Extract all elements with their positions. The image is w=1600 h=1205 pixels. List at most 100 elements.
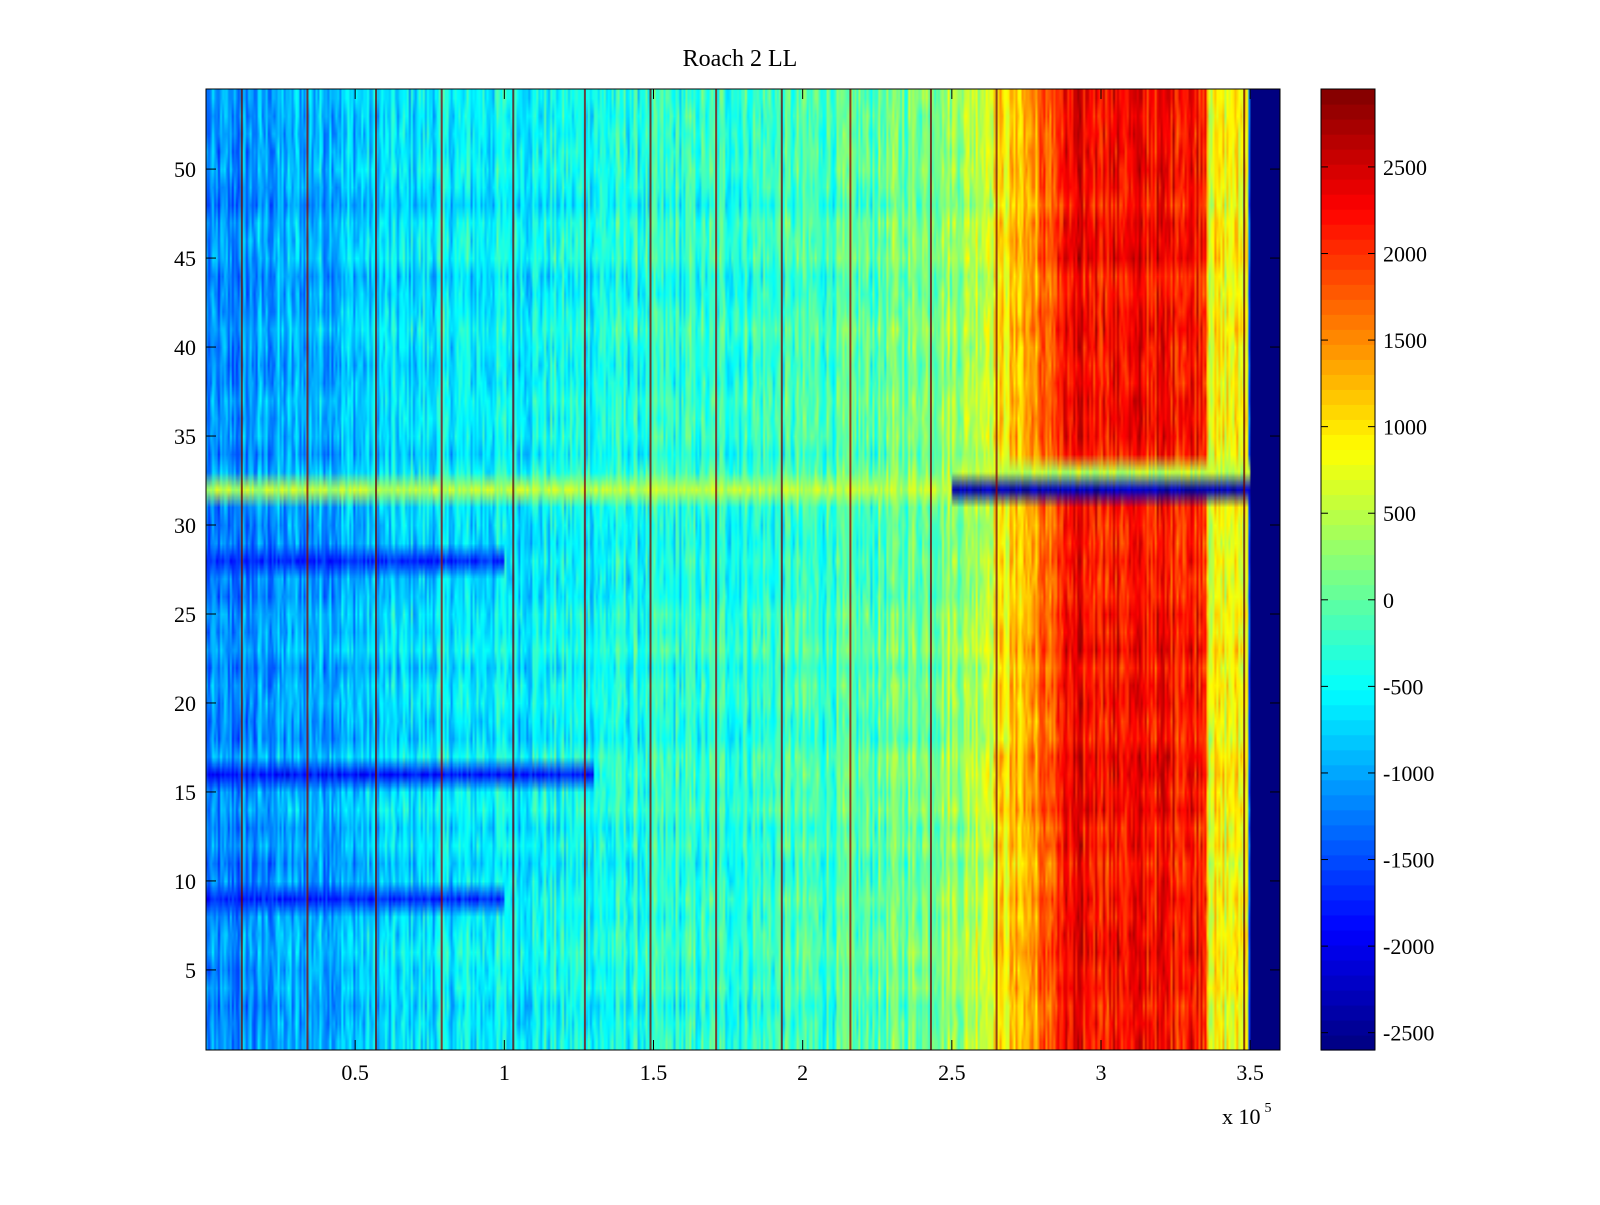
colorbar-segment [1321,734,1375,751]
colorbar-segment [1321,254,1375,270]
colorbar-segment [1321,344,1375,360]
x-tick-label: 2.5 [938,1060,966,1085]
colorbar-segment [1321,689,1375,706]
colorbar-segment [1321,1019,1375,1036]
colorbar-segment [1321,674,1375,691]
y-tick-label: 10 [174,869,196,894]
y-tick-label: 25 [174,602,196,627]
y-tick-label: 50 [174,157,196,182]
colorbar-segment [1321,434,1375,450]
colorbar-segment [1321,479,1375,496]
colorbar-tick-label: 1000 [1383,415,1427,440]
y-tick-label: 40 [174,335,196,360]
colorbar-segment [1321,179,1375,195]
colorbar-segment [1321,569,1375,586]
plot-frame [205,88,1281,1051]
colorbar-segment [1321,794,1375,811]
axes: 0.5 1 1.5 2 2.5 3 3.5 5 10 15 20 25 30 35 40 45 50 [174,89,1280,1085]
colorbar-segment [1321,824,1375,841]
colorbar-segment [1321,524,1375,541]
chart-title: Roach 2 LL [683,46,798,72]
colorbar-tick-label: -1000 [1383,761,1434,786]
x-tick-label: 2 [797,1060,808,1085]
colorbar-segment [1321,209,1375,225]
colorbar-frame [1320,88,1376,1051]
colorbar-tick-label: 0 [1383,588,1394,613]
colorbar-segment [1321,494,1375,511]
colorbar-segment [1321,539,1375,556]
colorbar-segment [1321,314,1375,330]
colorbar-segment [1321,299,1375,315]
colorbar-segment [1321,359,1375,375]
colorbar-tick-label: -1500 [1383,848,1434,873]
colorbar-segment [1321,884,1375,901]
colorbar-segment [1321,284,1375,300]
y-tick-label: 15 [174,780,196,805]
y-tick-label: 35 [174,424,196,449]
colorbar-segment [1321,704,1375,721]
colorbar-tick-label: 500 [1383,501,1416,526]
colorbar-segment [1321,869,1375,886]
colorbar-segment [1321,989,1375,1006]
colorbar-segment [1321,164,1375,180]
colorbar-segment [1321,854,1375,871]
y-tick-label: 30 [174,513,196,538]
y-tick-label: 20 [174,691,196,716]
colorbar-tick-label: 1500 [1383,328,1427,353]
x-multiplier-base: x 10 [1222,1104,1261,1129]
colorbar-segment [1321,1004,1375,1021]
heatmap-cells [206,89,1280,1050]
x-tick-label: 3 [1096,1060,1107,1085]
colorbar-tick-label: -2000 [1383,934,1434,959]
colorbar-segment [1321,269,1375,285]
colorbar-segment [1321,224,1375,240]
colorbar-segment [1321,584,1375,601]
heatmap-plot-area [205,88,1281,1051]
colorbar-tick-label: -2500 [1383,1021,1434,1046]
colorbar-segment [1321,1034,1375,1051]
colorbar-segment [1321,929,1375,946]
colorbar-segment [1321,149,1375,165]
colorbar-segment [1321,449,1375,465]
x-tick-label: 1 [499,1060,510,1085]
colorbar-segment [1321,104,1375,120]
colorbar-segment [1321,899,1375,916]
colorbar-segment [1321,719,1375,736]
colorbar-segment [1321,614,1375,631]
x-tick-label: 0.5 [341,1060,369,1085]
colorbar: 2500 2000 1500 1000 500 0 -500 -1000 -1500 -2000 -… [1320,88,1434,1051]
colorbar-segment [1321,554,1375,571]
colorbar-segment [1321,464,1375,481]
colorbar-segment [1321,419,1375,435]
colorbar-segment [1321,239,1375,255]
colorbar-segment [1321,749,1375,766]
colorbar-segment [1321,509,1375,526]
colorbar-segment [1321,374,1375,390]
colorbar-segment [1321,659,1375,676]
colorbar-segment [1321,644,1375,661]
colorbar-tick-label: 2000 [1383,241,1427,266]
x-axis-multiplier: x 10 5 [1222,1101,1272,1129]
colorbar-segment [1321,629,1375,646]
x-multiplier-exponent: 5 [1265,1101,1272,1116]
colorbar-segment [1321,389,1375,405]
colorbar-segment [1321,329,1375,345]
x-tick-label: 1.5 [640,1060,668,1085]
colorbar-segment [1321,944,1375,961]
colorbar-segment [1321,839,1375,856]
colorbar-segment [1321,764,1375,781]
colorbar-segment [1321,404,1375,420]
colorbar-segment [1321,914,1375,931]
colorbar-tick-label: -500 [1383,674,1423,699]
colorbar-segment [1321,974,1375,991]
colorbar-segment [1321,119,1375,135]
y-tick-label: 45 [174,246,196,271]
colorbar-segment [1321,959,1375,976]
colorbar-segment [1321,599,1375,616]
colorbar-segment [1321,809,1375,826]
colorbar-tick-label: 2500 [1383,155,1427,180]
colorbar-segment [1321,194,1375,210]
y-tick-label: 5 [185,958,196,983]
colorbar-segment [1321,134,1375,150]
